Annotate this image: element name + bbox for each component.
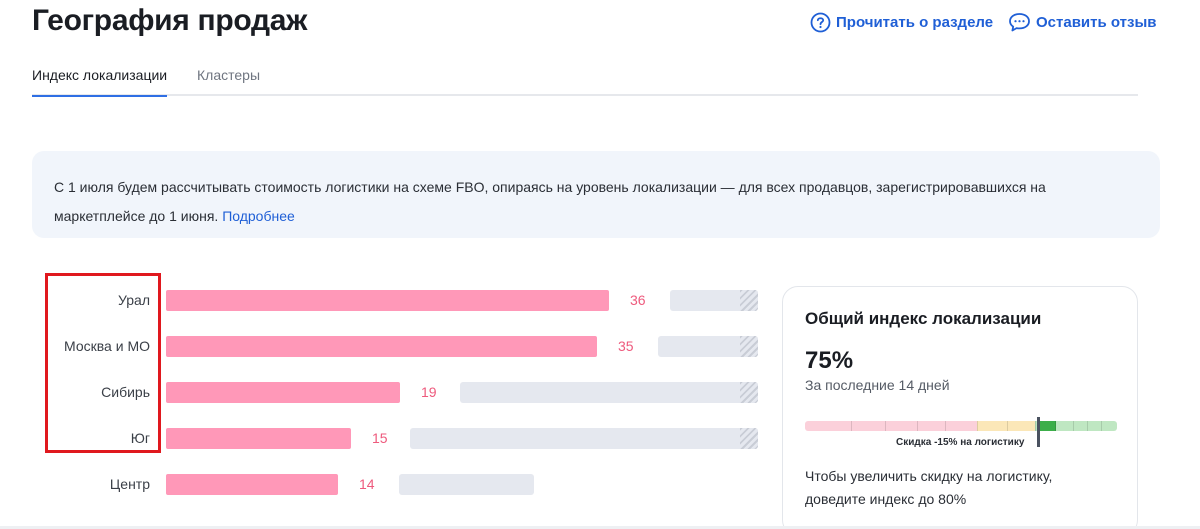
track-hatch bbox=[740, 336, 758, 357]
summary-period: За последние 14 дней bbox=[805, 377, 950, 393]
region-track bbox=[399, 474, 534, 495]
region-track bbox=[460, 382, 758, 403]
scale-tick bbox=[1055, 421, 1056, 431]
region-label: Москва и МО bbox=[64, 338, 150, 354]
summary-card: Общий индекс локализации 75% За последни… bbox=[782, 286, 1138, 529]
summary-hint: Чтобы увеличить скидку на логистику, дов… bbox=[805, 468, 1053, 507]
scale-current-segment bbox=[1038, 421, 1056, 431]
scale-tick bbox=[1007, 421, 1008, 431]
scale-tick bbox=[1035, 421, 1036, 431]
tab-localization-index[interactable]: Индекс локализации bbox=[32, 67, 168, 97]
region-value: 36 bbox=[630, 292, 646, 308]
index-scale-bar bbox=[805, 421, 1117, 431]
summary-title: Общий индекс локализации bbox=[805, 309, 1042, 328]
scale-tick bbox=[917, 421, 918, 431]
region-track bbox=[658, 336, 758, 357]
scale-segment bbox=[977, 421, 1035, 431]
highlight-box bbox=[45, 273, 161, 453]
bottom-divider bbox=[0, 526, 1200, 529]
region-value: 14 bbox=[359, 476, 375, 492]
region-value: 19 bbox=[421, 384, 437, 400]
scale-tick bbox=[1087, 421, 1088, 431]
track-hatch bbox=[740, 290, 758, 311]
scale-tick bbox=[945, 421, 946, 431]
track-hatch bbox=[740, 428, 758, 449]
read-about-section-link[interactable]: Прочитать о разделе bbox=[810, 12, 993, 33]
scale-label: Скидка -15% на логистику bbox=[896, 437, 1025, 448]
read-about-section-label: Прочитать о разделе bbox=[836, 14, 994, 31]
region-label: Урал bbox=[117, 292, 150, 308]
summary-value: 75% bbox=[805, 347, 854, 374]
chat-bubble-icon bbox=[1009, 13, 1030, 32]
leave-feedback-label: Оставить отзыв bbox=[1036, 14, 1157, 31]
scale-tick bbox=[1101, 421, 1102, 431]
region-bar[interactable] bbox=[166, 382, 400, 403]
scale-segment bbox=[805, 421, 977, 431]
index-marker bbox=[1037, 417, 1040, 447]
scale-tick bbox=[977, 421, 978, 431]
region-track bbox=[410, 428, 758, 449]
tab-clusters[interactable]: Кластеры bbox=[197, 67, 260, 83]
scale-tick bbox=[1073, 421, 1074, 431]
tab-bar: Индекс локализации Кластеры bbox=[32, 64, 1138, 97]
notice-text: С 1 июля будем рассчитывать стоимость ло… bbox=[54, 179, 1046, 224]
notice-more-link[interactable]: Подробнее bbox=[222, 208, 295, 224]
region-bar[interactable] bbox=[166, 474, 338, 495]
scale-tick bbox=[885, 421, 886, 431]
scale-segment bbox=[1035, 421, 1117, 431]
region-value: 35 bbox=[618, 338, 634, 354]
page-title: География продаж bbox=[32, 4, 308, 37]
question-icon bbox=[810, 12, 831, 33]
region-value: 15 bbox=[372, 430, 388, 446]
region-label: Юг bbox=[130, 430, 150, 446]
track-hatch bbox=[740, 382, 758, 403]
region-label: Центр bbox=[109, 476, 150, 492]
region-bar[interactable] bbox=[166, 290, 609, 311]
region-bar[interactable] bbox=[166, 428, 351, 449]
leave-feedback-link[interactable]: Оставить отзыв bbox=[1008, 12, 1157, 33]
region-track bbox=[670, 290, 758, 311]
region-bar-chart: Урал 36 Москва и МО 35 Сибирь 19 Юг 15 Центр 14 bbox=[0, 270, 770, 520]
region-label: Сибирь bbox=[101, 384, 150, 400]
info-notice: С 1 июля будем рассчитывать стоимость ло… bbox=[32, 151, 1160, 238]
region-bar[interactable] bbox=[166, 336, 597, 357]
scale-tick bbox=[851, 421, 852, 431]
